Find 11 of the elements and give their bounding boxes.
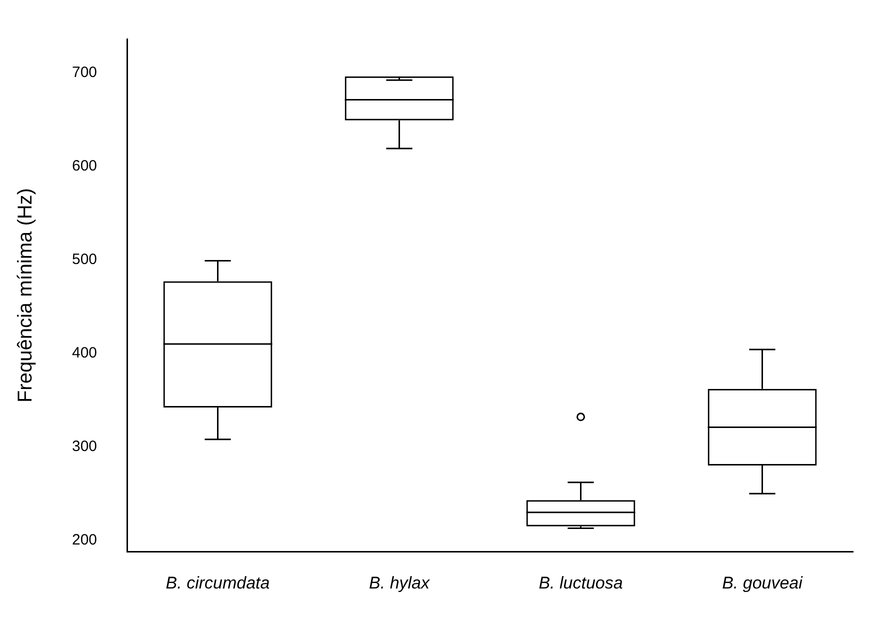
- y-tick-label: 500: [72, 250, 98, 268]
- y-tick-label: 200: [72, 532, 98, 549]
- y-tick-label: 600: [72, 157, 98, 174]
- x-tick-label: B. hylax: [369, 574, 430, 593]
- y-tick-label: 300: [72, 438, 98, 455]
- y-tick-label: 700: [72, 64, 98, 81]
- x-tick-label: B. circumdata: [166, 574, 270, 593]
- y-tick-label: 400: [72, 344, 98, 362]
- y-axis-title: Frequência mínima (Hz): [14, 188, 37, 403]
- x-tick-label: B. gouveai: [722, 574, 804, 593]
- x-tick-label: B. luctuosa: [538, 574, 623, 593]
